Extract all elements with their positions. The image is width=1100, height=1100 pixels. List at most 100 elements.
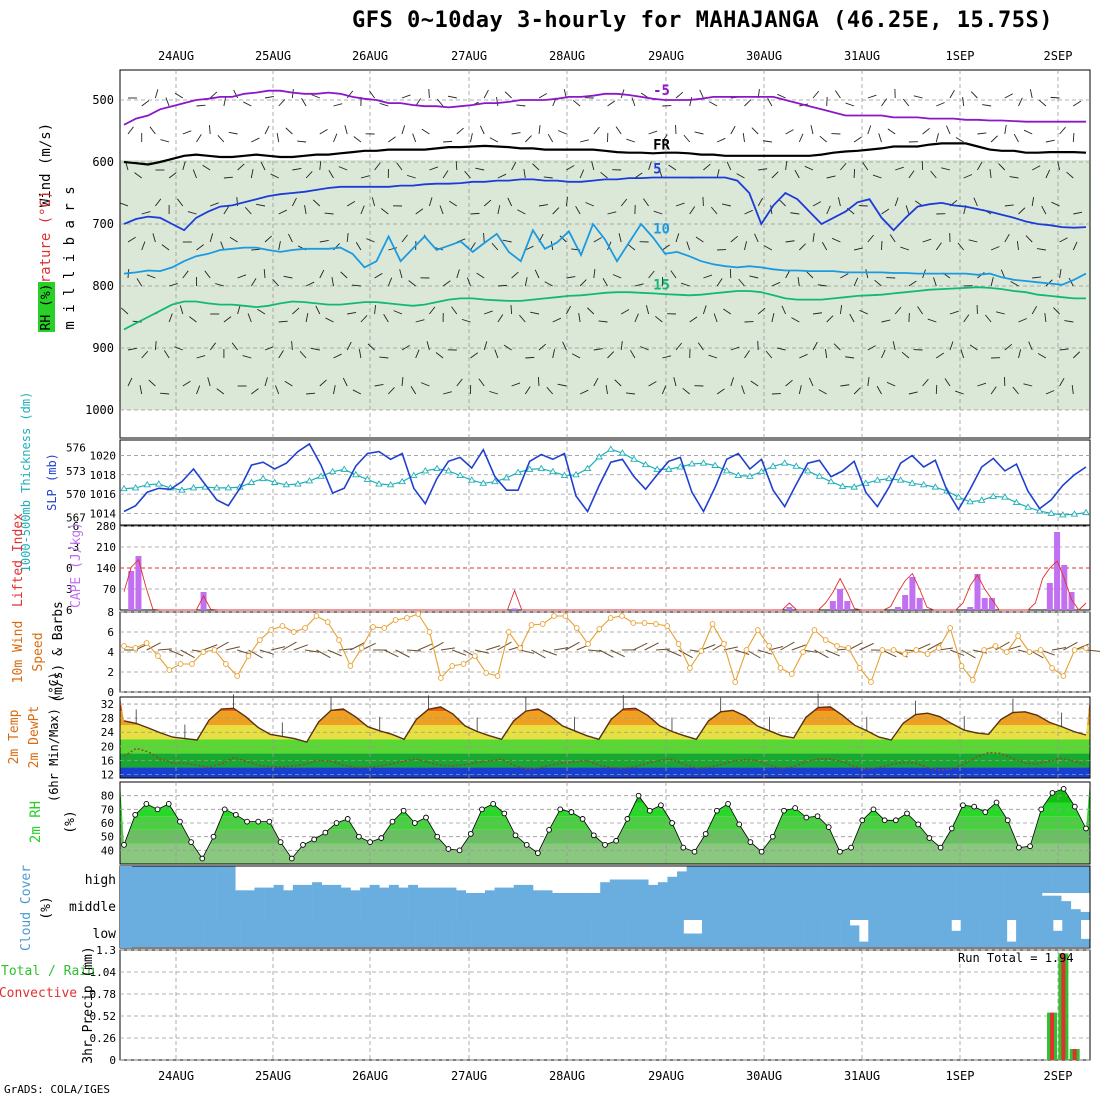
wind-barb-mark: [969, 344, 978, 351]
surface-wind-barb: [757, 649, 772, 655]
wind-barb-mark: [304, 205, 307, 215]
wind-barb-mark: [1018, 318, 1027, 323]
cape-bar: [902, 595, 909, 610]
wind-barb-mark: [818, 389, 827, 395]
cloud-cover-bar: [1013, 866, 1024, 893]
cloud-cover-bar: [696, 866, 707, 893]
date-tick-bottom: 24AUG: [158, 1069, 194, 1083]
cloud-cover-bar: [206, 866, 217, 893]
precip-panel: [119, 949, 1091, 1061]
wind-barb-mark: [1012, 386, 1019, 395]
thickness-marker: [630, 455, 638, 462]
wind-barb-mark: [163, 350, 170, 359]
wind-barb-mark: [139, 385, 143, 395]
wind-barb-mark: [196, 104, 206, 107]
wind-barb-mark: [949, 310, 959, 315]
cloud-cover-bar: [932, 920, 943, 947]
lifted-index-tick-label: 0: [66, 562, 73, 575]
cloud-cover-bar: [1032, 866, 1043, 893]
wind-barb-mark: [393, 310, 403, 315]
wind-barb-mark: [278, 350, 284, 359]
wind-barb-mark: [524, 386, 531, 395]
wind-speed-marker: [121, 643, 127, 649]
thickness-marker: [734, 471, 743, 478]
wind-barb-mark: [831, 237, 841, 243]
cloud-cover-bar: [1053, 930, 1063, 947]
thickness-marker: [1082, 508, 1090, 516]
surface-wind-barb: [384, 649, 399, 658]
wind-barb-mark: [497, 205, 501, 215]
wind-barb-mark: [776, 347, 786, 351]
wind-barb-mark: [878, 133, 882, 143]
cloud-cover-bar: [398, 887, 409, 893]
wind-barb-mark: [278, 241, 281, 251]
thickness-marker: [722, 467, 731, 474]
temperature-tick-label: 16: [101, 754, 114, 767]
wind-speed-marker: [551, 613, 557, 619]
wind-speed-marker: [981, 647, 987, 653]
surface-wind-barb: [486, 645, 501, 651]
cloud-cover-bar: [692, 933, 703, 947]
isotherm-line-FR: [123, 142, 1087, 166]
thickness-marker: [143, 480, 151, 488]
wind-barb-mark: [585, 202, 594, 207]
cloud-cover-bar: [763, 893, 774, 920]
wind-barb-mark: [305, 281, 315, 287]
wind-barb-mark: [496, 97, 499, 107]
cloud-cover-bar: [744, 893, 755, 920]
wind-barb-mark: [895, 166, 904, 171]
rh-marker: [769, 833, 776, 840]
rh-legend-swatch: [38, 282, 55, 332]
cloud-cover-bar: [936, 893, 947, 920]
wind-barb-mark: [1004, 233, 1010, 243]
wind-barb-mark: [346, 200, 356, 207]
wind-barb-mark: [456, 378, 463, 387]
wind-barb-mark: [845, 356, 855, 359]
rh-marker: [1027, 843, 1033, 850]
wind-barb-mark: [598, 320, 608, 323]
wind-barb-mark: [771, 313, 775, 323]
wind-speed-marker: [992, 643, 999, 649]
wind-barb-mark: [121, 307, 129, 315]
cloud-cover-bar: [849, 925, 860, 947]
cloud-cover-bar: [323, 920, 333, 947]
surface-wind-barb: [271, 646, 286, 651]
cloud-cover-bar: [341, 920, 352, 947]
wind-barb-mark: [908, 391, 918, 395]
wind-barb-mark: [301, 98, 307, 107]
surface-wind-barb: [791, 644, 806, 651]
rh-marker: [792, 805, 799, 811]
rh-marker: [445, 846, 452, 852]
wind-barb-mark: [251, 248, 261, 251]
cloud-cover-bar: [955, 866, 966, 893]
wind-barb-mark: [1071, 385, 1074, 395]
cape-tick-label: 70: [103, 583, 116, 596]
wind-barb-mark: [853, 277, 859, 287]
wind-barb-mark: [767, 97, 773, 107]
wind-speed-marker: [1003, 649, 1010, 655]
wind-barb-mark: [497, 173, 507, 179]
wind-barb-mark: [955, 390, 964, 395]
wind-barb-mark: [333, 385, 336, 395]
cloud-cover-bar: [648, 893, 659, 920]
wind-barb-mark: [367, 343, 375, 351]
cloud-cover-bar: [446, 887, 457, 893]
wind-barb-mark: [849, 313, 855, 323]
wind-barb-mark: [1045, 139, 1055, 143]
thickness-marker: [711, 461, 719, 468]
isotherm-line-10: [123, 222, 1087, 286]
lifted-index-tick-label: -3: [66, 541, 79, 554]
date-tick-top: 29AUG: [648, 49, 684, 63]
cloud-cover-bar: [166, 920, 176, 947]
wind-barb-mark: [781, 305, 787, 315]
wind-barb-mark: [1073, 100, 1082, 107]
rh-marker: [210, 833, 217, 840]
lifted-index-axis-label: Lifted Index: [11, 513, 26, 607]
wind-barb-mark: [922, 127, 930, 135]
cloud-cover-bar: [436, 893, 447, 920]
cloud-cover-bar: [417, 893, 428, 920]
wind-barb-mark: [810, 125, 814, 135]
cloud-cover-bar: [350, 920, 361, 947]
wind-barb-mark: [889, 234, 896, 243]
wind-barb-mark: [154, 89, 159, 99]
